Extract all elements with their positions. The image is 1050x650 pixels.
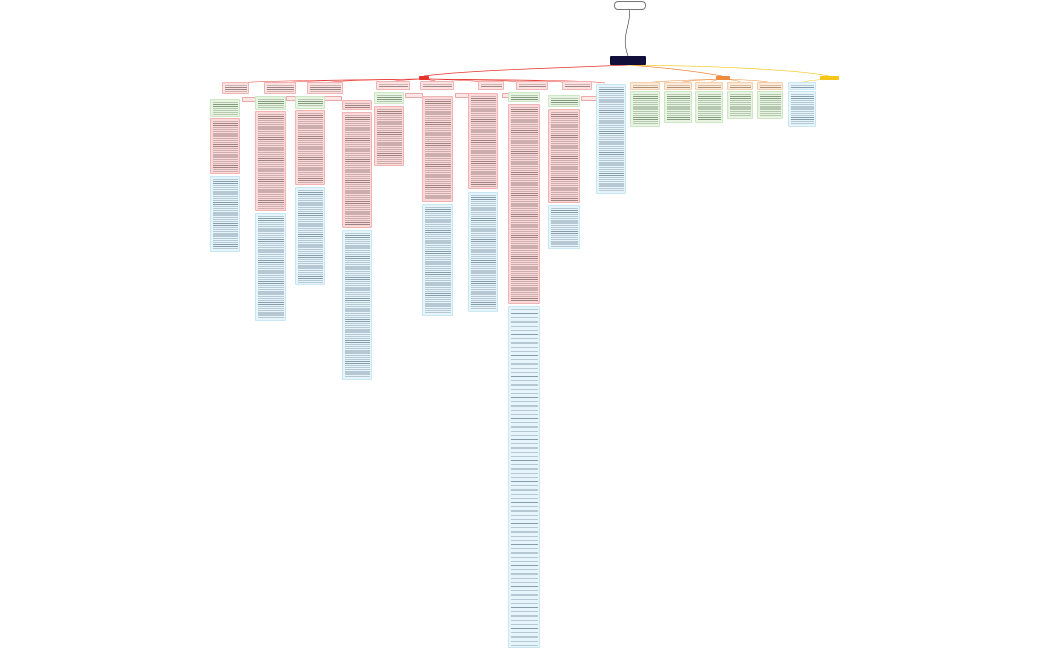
category-node-orange[interactable]	[716, 76, 730, 80]
note-c8-c[interactable]	[508, 306, 540, 648]
note-c3-a[interactable]	[295, 96, 325, 109]
column-tag-7[interactable]	[581, 96, 597, 101]
orange-header-5[interactable]	[757, 82, 783, 90]
column-tag-1[interactable]	[242, 97, 256, 102]
branch-header-3[interactable]	[307, 82, 343, 94]
note-o4[interactable]	[727, 91, 753, 119]
orange-header-4[interactable]	[727, 82, 753, 90]
note-c7-a[interactable]	[468, 93, 498, 189]
branch-header-6[interactable]	[478, 81, 504, 90]
note-c2-b[interactable]	[255, 111, 286, 211]
category-node-red[interactable]	[419, 76, 429, 80]
note-o5[interactable]	[757, 91, 783, 119]
note-c9-b[interactable]	[548, 109, 580, 203]
note-c1-b[interactable]	[210, 118, 240, 174]
note-c7-b[interactable]	[468, 192, 498, 312]
note-o1[interactable]	[630, 91, 660, 127]
orange-header-1[interactable]	[630, 82, 660, 90]
note-o2[interactable]	[664, 91, 692, 123]
note-c8-b[interactable]	[508, 104, 540, 304]
note-y1[interactable]	[788, 91, 816, 127]
category-node-yellow[interactable]	[820, 76, 839, 80]
note-c6-a[interactable]	[422, 96, 453, 202]
column-tag-3[interactable]	[324, 96, 342, 101]
yellow-branch-header[interactable]	[788, 82, 816, 90]
branch-header-4[interactable]	[376, 81, 410, 90]
orange-header-2[interactable]	[664, 82, 692, 90]
note-c9-c[interactable]	[548, 205, 580, 249]
note-c4-b[interactable]	[342, 112, 372, 228]
branch-header-8[interactable]	[562, 81, 592, 90]
note-c2-a[interactable]	[255, 96, 286, 110]
note-c5-b[interactable]	[374, 106, 404, 166]
note-c4-c[interactable]	[342, 230, 372, 380]
column-tag-4[interactable]	[405, 93, 423, 98]
note-c9-a[interactable]	[548, 95, 580, 107]
note-c3-b[interactable]	[295, 110, 325, 185]
note-c5-a[interactable]	[374, 92, 404, 104]
note-c1-c[interactable]	[210, 176, 240, 252]
note-c8-a[interactable]	[508, 92, 540, 102]
note-c3-c[interactable]	[295, 187, 325, 285]
note-c6-b[interactable]	[422, 204, 453, 316]
root-node[interactable]	[610, 56, 646, 65]
branch-header-1[interactable]	[222, 82, 249, 94]
note-c10-a[interactable]	[596, 84, 626, 194]
note-o3[interactable]	[695, 91, 723, 123]
note-c1-a[interactable]	[210, 99, 240, 117]
branch-header-7[interactable]	[516, 81, 548, 90]
orange-header-3[interactable]	[695, 82, 723, 90]
note-c2-c[interactable]	[255, 213, 286, 321]
branch-header-5[interactable]	[420, 81, 454, 90]
branch-header-2[interactable]	[264, 82, 296, 94]
note-c4-a[interactable]	[342, 100, 372, 110]
top-bubble-node[interactable]	[614, 1, 646, 10]
